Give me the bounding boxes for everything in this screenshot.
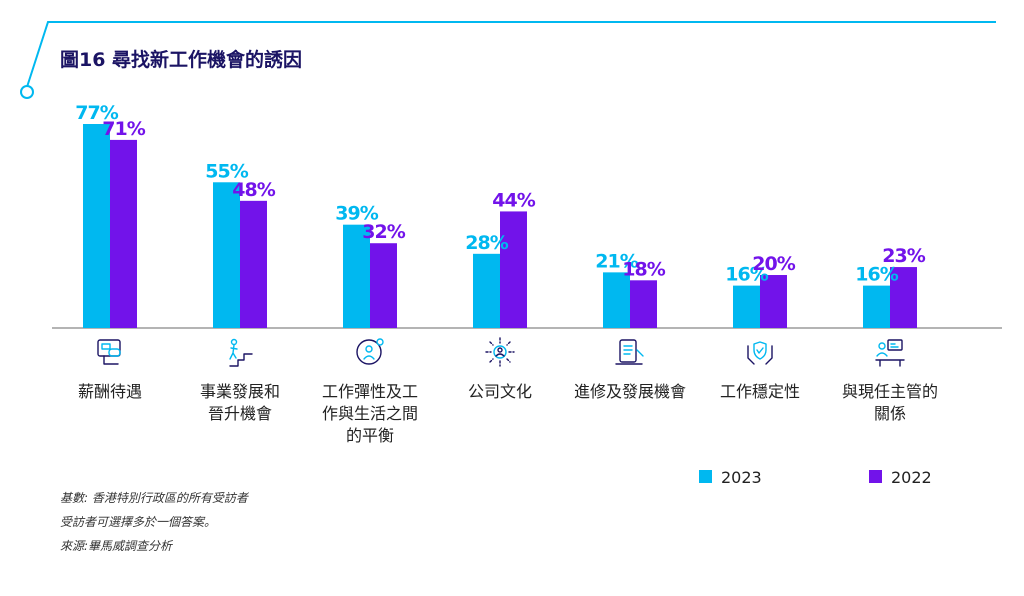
category-label-6-line-1: 關係 — [874, 404, 906, 423]
legend-label-2022: 2022 — [891, 468, 932, 487]
category-label-2-line-1: 作與生活之間 — [322, 404, 418, 423]
value-label-2023-3: 28% — [465, 232, 508, 254]
chart-title: 圖16 尋找新工作機會的誘因 — [60, 48, 302, 71]
value-label-2022-0: 71% — [102, 118, 145, 140]
note-multiple-answers: 受訪者可選擇多於一個答案。 — [60, 515, 216, 529]
company-culture-icon — [485, 337, 515, 367]
legend-swatch-2023 — [699, 470, 712, 483]
stability-hands-shield-icon — [747, 341, 773, 365]
note-source: 來源:畢馬威調查分析 — [60, 539, 174, 553]
value-labels-layer: 77%71%55%48%39%32% 28%44%21%18% 16%20% 16%2… — [75, 102, 926, 286]
bars-layer — [83, 124, 917, 328]
category-label-4-line-0: 進修及發展機會 — [574, 382, 686, 401]
legend-label-2023: 2023 — [721, 468, 762, 487]
bar-2022-6 — [890, 267, 917, 328]
category-label-3-line-0: 公司文化 — [468, 382, 532, 401]
category-label-6-line-0: 與現任主管的 — [842, 382, 938, 401]
bar-2023-0 — [83, 124, 110, 328]
value-label-2023-6: 16% — [855, 264, 898, 286]
legend-swatch-2022 — [869, 470, 882, 483]
value-label-2022-5: 20% — [752, 253, 795, 275]
category-label-2-line-2: 的平衡 — [346, 426, 394, 445]
category-label-2-line-0: 工作彈性及工 — [322, 382, 418, 401]
value-label-2022-6: 23% — [882, 245, 925, 267]
value-label-2022-4: 18% — [622, 258, 665, 280]
value-label-2022-2: 32% — [362, 221, 405, 243]
legend: 2023 2022 — [699, 468, 932, 487]
frame-circle-icon — [20, 85, 34, 99]
category-label-1-line-1: 晉升機會 — [208, 404, 272, 423]
bar-2023-2 — [343, 224, 370, 328]
bar-2023-4 — [603, 272, 630, 328]
value-label-2023-4: 21% — [595, 250, 638, 272]
salary-icon — [97, 339, 121, 365]
category-label-0-line-0: 薪酬待遇 — [78, 382, 142, 401]
bar-2022-4 — [630, 280, 657, 328]
bar-2022-3 — [500, 211, 527, 328]
category-icons-layer — [97, 337, 905, 367]
value-label-2023-0: 77% — [75, 102, 118, 124]
bar-2023-3 — [473, 253, 500, 328]
footnotes: 基數: 香港特別行政區的所有受訪者 受訪者可選擇多於一個答案。 來源:畢馬威調查… — [60, 491, 250, 553]
bar-2022-5 — [760, 275, 787, 328]
bar-2023-1 — [213, 182, 240, 328]
value-label-2023-2: 39% — [335, 203, 378, 225]
value-label-2023-5: 16% — [725, 264, 768, 286]
career-stairs-icon — [229, 338, 253, 367]
category-label-5-line-0: 工作穩定性 — [720, 382, 800, 401]
value-label-2023-1: 55% — [205, 160, 248, 182]
value-label-2022-1: 48% — [232, 179, 275, 201]
category-label-1-line-0: 事業發展和 — [200, 382, 280, 401]
bar-2023-5 — [733, 285, 760, 328]
training-documents-icon — [615, 339, 644, 365]
frame-decoration — [26, 21, 996, 88]
bar-2023-6 — [863, 285, 890, 328]
bar-2022-0 — [110, 139, 137, 328]
bar-2022-2 — [370, 243, 397, 328]
bar-2022-1 — [240, 200, 267, 328]
value-label-2022-3: 44% — [492, 189, 535, 211]
note-base: 基數: 香港特別行政區的所有受訪者 — [60, 491, 250, 505]
work-life-balance-icon — [356, 338, 384, 365]
manager-meeting-icon — [875, 339, 905, 367]
